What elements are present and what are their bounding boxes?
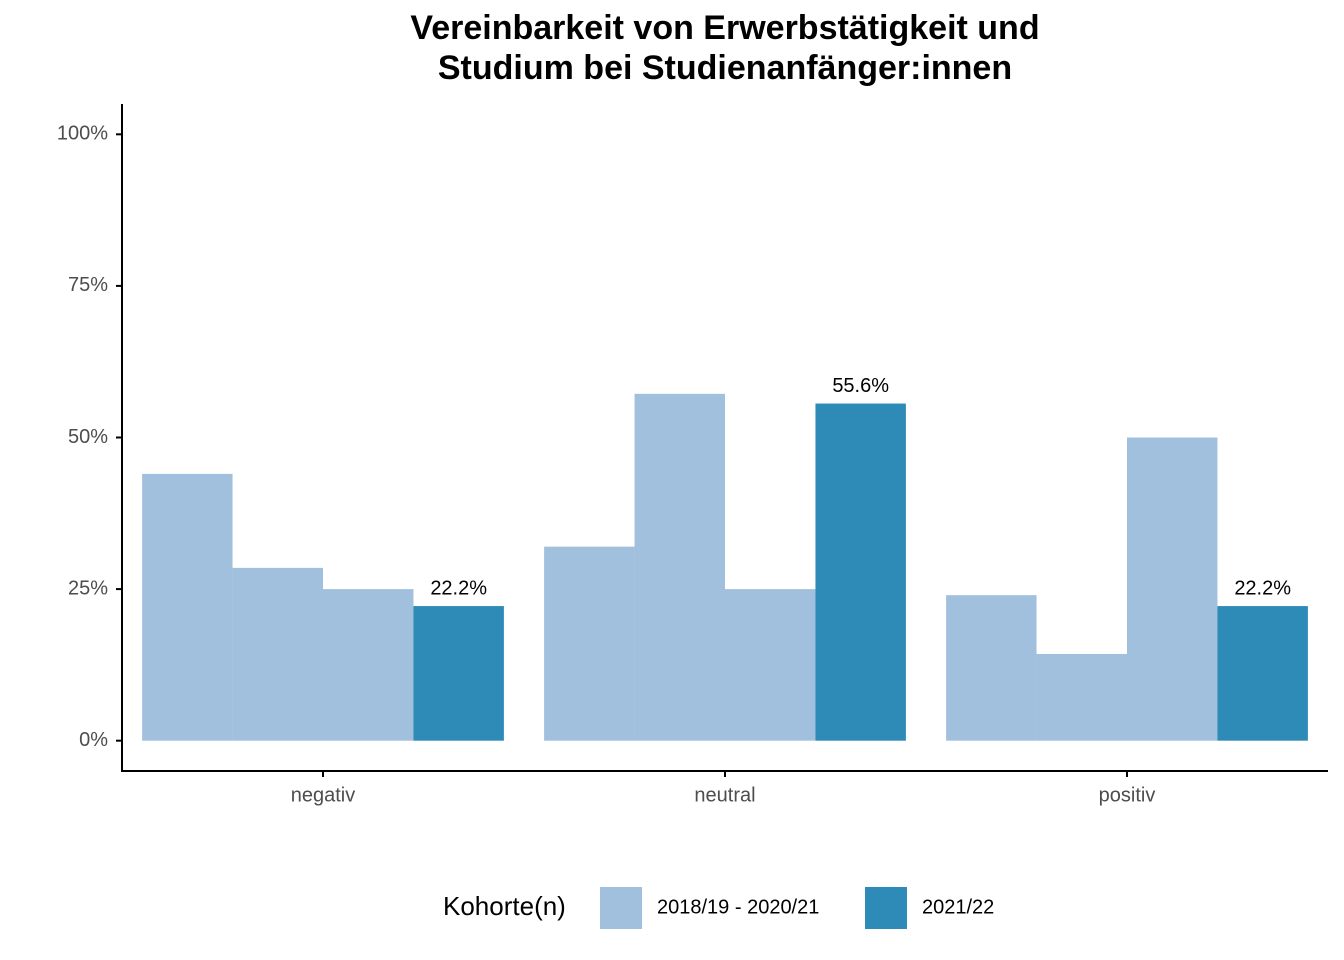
chart-title: Studium bei Studienanfänger:innen (438, 49, 1012, 87)
bar (232, 567, 323, 741)
bar (815, 403, 906, 741)
y-tick-label: 25% (68, 577, 108, 599)
bar (413, 606, 504, 741)
bar (1036, 653, 1127, 741)
legend-label: 2021/22 (922, 896, 994, 918)
data-label: 22.2% (430, 577, 487, 599)
legend-label: 2018/19 - 2020/21 (657, 896, 819, 918)
data-label: 55.6% (832, 375, 889, 397)
bar (142, 473, 233, 741)
bar (946, 595, 1037, 741)
bar (634, 393, 725, 741)
bar (323, 589, 414, 741)
chart-title: Vereinbarkeit von Erwerbstätigkeit und (410, 9, 1039, 47)
legend-swatch (865, 887, 907, 929)
bar (544, 546, 635, 741)
x-tick-label: neutral (694, 784, 755, 806)
y-tick-label: 75% (68, 274, 108, 296)
bar (725, 589, 816, 741)
legend-title: Kohorte(n) (443, 891, 566, 921)
y-tick-label: 0% (79, 729, 108, 751)
legend-swatch (600, 887, 642, 929)
bar (1127, 437, 1218, 741)
y-tick-label: 50% (68, 426, 108, 448)
x-tick-label: negativ (291, 784, 356, 806)
y-tick-label: 100% (57, 123, 108, 145)
data-label: 22.2% (1234, 577, 1291, 599)
bar (1217, 606, 1308, 741)
x-tick-label: positiv (1099, 784, 1156, 806)
